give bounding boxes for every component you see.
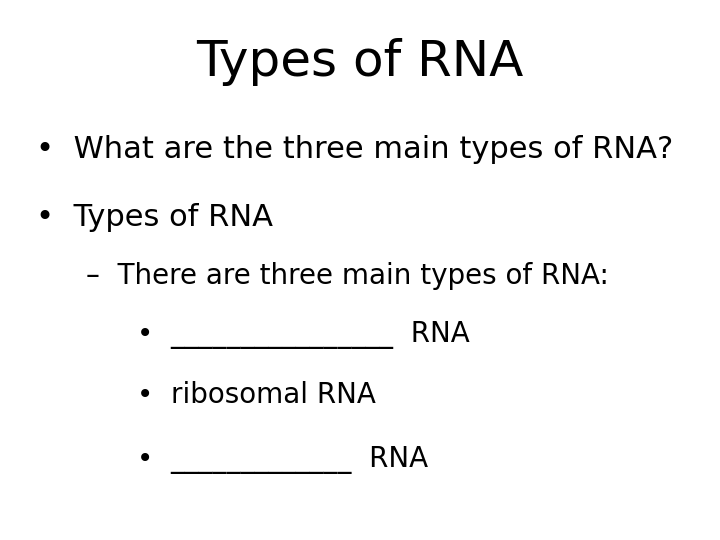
Text: –  There are three main types of RNA:: – There are three main types of RNA: <box>86 262 609 290</box>
Text: •  Types of RNA: • Types of RNA <box>36 202 273 232</box>
Text: •  ribosomal RNA: • ribosomal RNA <box>137 381 376 409</box>
Text: Types of RNA: Types of RNA <box>197 38 523 86</box>
Text: •  _____________  RNA: • _____________ RNA <box>137 446 428 474</box>
Text: •  What are the three main types of RNA?: • What are the three main types of RNA? <box>36 135 673 164</box>
Text: •  ________________  RNA: • ________________ RNA <box>137 321 469 349</box>
